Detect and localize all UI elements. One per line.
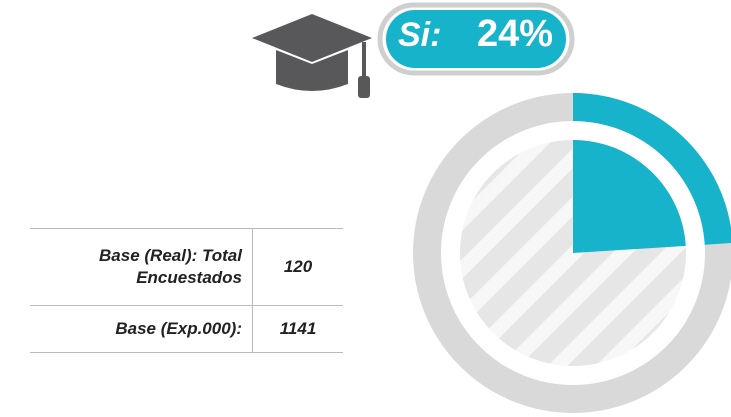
base-table: Base (Real): Total Encuestados 120 Base (… [30,228,343,353]
cell: Base (Exp.000): [30,305,253,353]
ring-arc [573,93,731,245]
value-badge: Si: 24% [377,2,575,76]
value-label: 24% [477,13,553,55]
graduation-cap-icon [252,14,372,98]
cell: 120 [252,228,343,306]
cell: Base (Real): Total Encuestados [30,228,253,306]
category-label: Si: [398,16,441,54]
cell: 1141 [252,305,343,353]
pie-slice [573,140,686,253]
